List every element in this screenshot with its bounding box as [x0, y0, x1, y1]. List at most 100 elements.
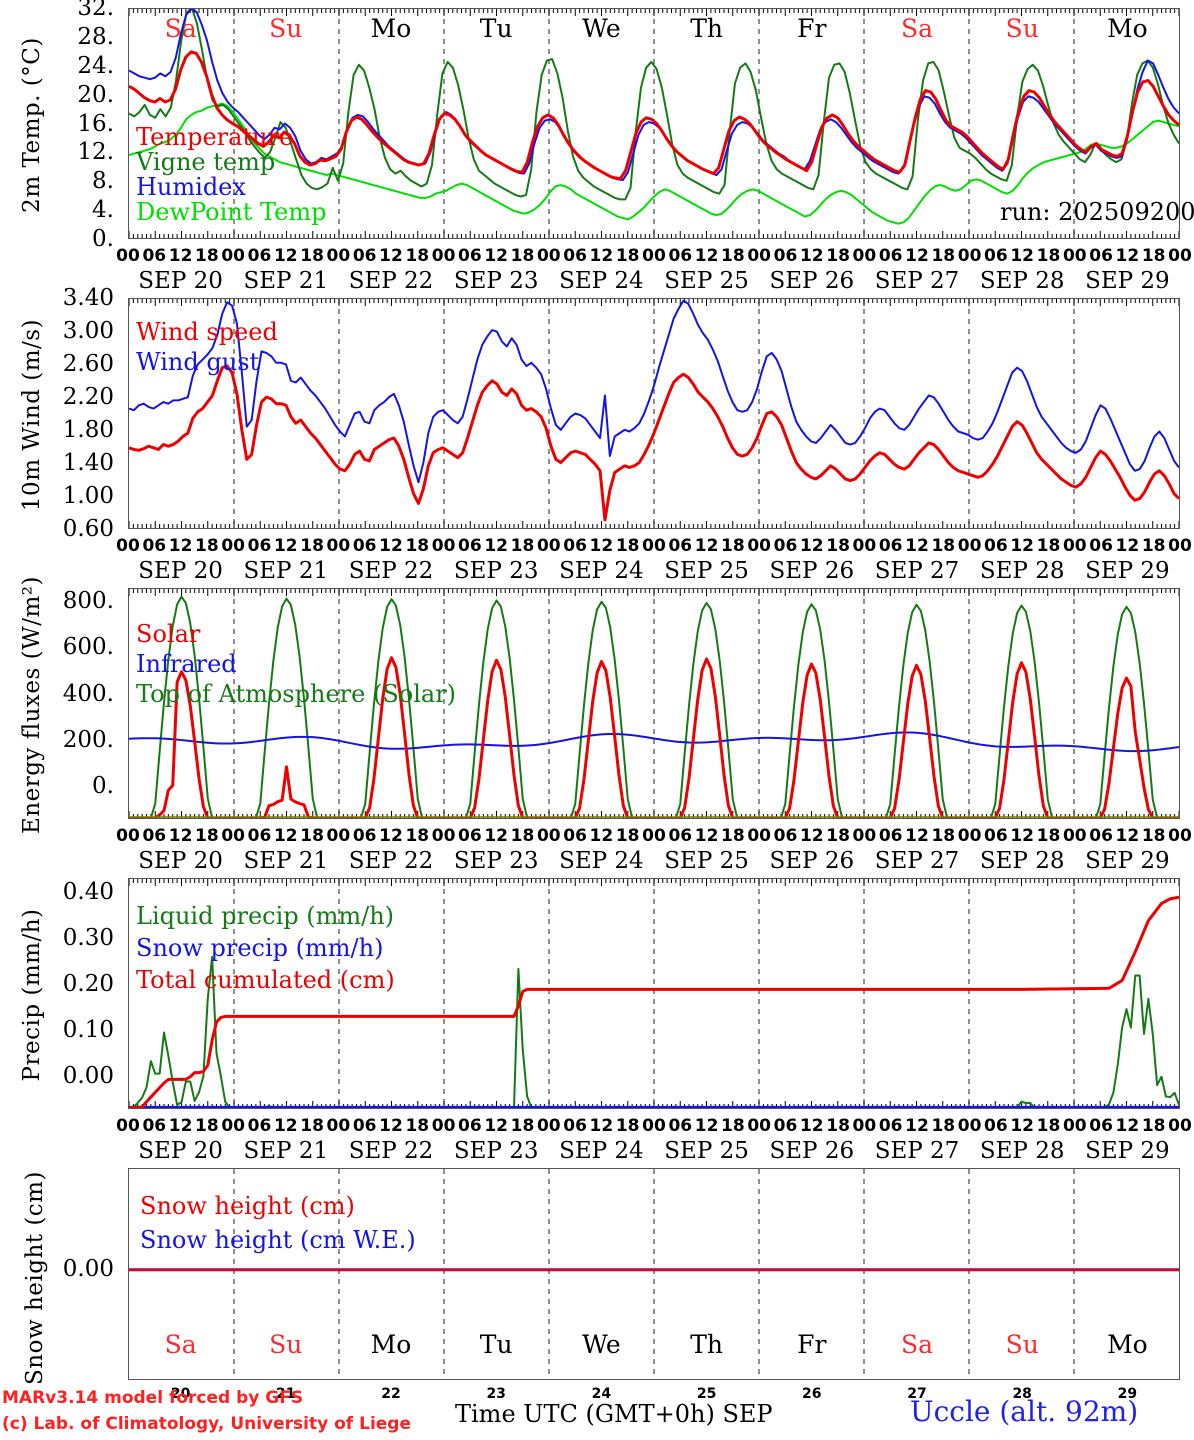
y-tick-label: 800.	[62, 588, 114, 614]
y-tick-label: 0.20	[62, 971, 114, 997]
day-of-week-label: Mo	[1107, 14, 1148, 43]
day-of-week-label: Su	[269, 14, 303, 43]
x-tick-hour: 06	[984, 826, 1008, 846]
x-date-label: SEP 26	[769, 1138, 855, 1164]
x-tick-hour: 18	[1036, 246, 1061, 266]
x-tick-hour: 12	[799, 826, 824, 846]
day-of-week-label: Sa	[900, 14, 934, 43]
y-tick-label: 2.20	[62, 384, 114, 410]
y-tick-label: 28.	[77, 23, 114, 50]
x-tick-hour: 18	[195, 1116, 219, 1136]
x-tick-hour: 18	[721, 1116, 745, 1136]
x-tick-hour: 00	[221, 536, 246, 556]
x-date-label: SEP 25	[664, 1138, 749, 1164]
y-tick-label: 200.	[62, 726, 114, 753]
x-tick-hour: 18	[300, 826, 324, 846]
x-tick-hour: 12	[694, 246, 719, 266]
x-tick-hour: 06	[668, 826, 693, 846]
legend-item: Wind speed	[136, 318, 278, 346]
x-tick-hour: 06	[984, 1116, 1008, 1136]
day-of-week-label: We	[582, 1330, 621, 1359]
day-of-week-label: Sa	[164, 1330, 197, 1359]
x-tick-hour: 12	[1115, 1116, 1140, 1136]
x-tick-hour: 06	[878, 536, 903, 556]
x-date-label: SEP 27	[874, 848, 960, 874]
x-tick-hour: 06	[1089, 536, 1113, 556]
x-tick-hour: 18	[826, 536, 850, 556]
x-tick-hour: 18	[300, 1116, 324, 1136]
legend-item: Top of Atmosphere (Solar)	[136, 680, 457, 708]
model-run-label: run: 2025092006	[1000, 198, 1194, 226]
x-tick-hour: 18	[1036, 1116, 1061, 1136]
legend-item: Vigne temp	[136, 148, 276, 176]
y-tick-label: 4.	[92, 197, 114, 224]
x-date-label: SEP 21	[243, 1138, 329, 1164]
legend-item: Snow height (cm W.E.)	[140, 1226, 416, 1254]
x-tick-hour: 06	[668, 1116, 693, 1136]
x-date-label: SEP 29	[1085, 1138, 1170, 1164]
y-tick-label: 1.00	[62, 483, 114, 509]
x-tick-hour: 18	[826, 246, 850, 266]
x-tick-hour: 12	[168, 246, 193, 266]
snow-chart-svg	[129, 1169, 1179, 1379]
day-of-week-label: Mo	[370, 14, 412, 43]
y-tick-label: 600.	[62, 634, 114, 661]
x-tick-hour: 06	[878, 246, 903, 266]
x-tick-hour: 12	[1010, 826, 1035, 846]
x-date-label: SEP 22	[348, 558, 434, 584]
x-tick-hour: 06	[773, 1116, 798, 1136]
x-tick-hour: 06	[878, 826, 903, 846]
x-tick-hour: 18	[721, 826, 745, 846]
x-day-number: 29	[1117, 1386, 1138, 1402]
x-tick-hour: 06	[1089, 826, 1113, 846]
x-tick-hour: 00	[1168, 826, 1192, 846]
x-tick-hour: 12	[273, 826, 298, 846]
legend-item: DewPoint Temp	[136, 198, 327, 226]
x-tick-hour: 18	[826, 1116, 850, 1136]
x-date-label: SEP 27	[874, 268, 960, 294]
y-tick-label: 0.	[92, 773, 114, 799]
x-tick-hour: 12	[1115, 536, 1140, 556]
x-tick-hour: 00	[536, 246, 561, 266]
x-tick-hour: 18	[931, 1116, 956, 1136]
x-day-number: 24	[591, 1386, 612, 1402]
day-of-week-label: Tu	[479, 1330, 513, 1359]
x-tick-hour: 06	[1089, 246, 1113, 266]
x-tick-hour: 18	[1036, 536, 1061, 556]
x-date-label: SEP 27	[874, 558, 960, 584]
x-tick-hour: 06	[352, 246, 377, 266]
y-tick-label: 0.30	[62, 925, 114, 951]
x-tick-hour: 06	[142, 246, 167, 266]
x-tick-hour: 12	[484, 826, 509, 846]
precip-chart-svg	[129, 879, 1179, 1108]
station-label: Uccle (alt. 92m)	[910, 1395, 1139, 1428]
temperature-y-axis-label: 2m Temp. (°C)	[19, 37, 45, 213]
x-tick-hour: 00	[536, 1116, 561, 1136]
x-tick-hour: 00	[1062, 536, 1087, 556]
x-tick-hour: 00	[116, 826, 140, 846]
x-tick-hour: 18	[300, 536, 324, 556]
x-date-label: SEP 23	[453, 1138, 539, 1164]
precip-plot-area	[128, 878, 1180, 1109]
x-tick-hour: 06	[984, 246, 1008, 266]
x-tick-hour: 06	[352, 826, 377, 846]
x-day-number: 21	[276, 1386, 296, 1402]
x-date-label: SEP 20	[138, 268, 223, 294]
day-of-week-label: Th	[690, 14, 723, 43]
x-tick-hour: 18	[826, 826, 850, 846]
x-tick-hour: 06	[142, 1116, 167, 1136]
y-tick-label: 32.	[77, 0, 114, 21]
day-of-week-label: Su	[1005, 14, 1039, 43]
x-tick-hour: 18	[1141, 826, 1166, 846]
legend-item: Humidex	[136, 173, 246, 201]
x-day-number: 23	[486, 1386, 506, 1402]
y-tick-label: 0.10	[62, 1017, 114, 1043]
day-of-week-label: Su	[269, 1330, 303, 1359]
x-tick-hour: 12	[589, 536, 614, 556]
x-tick-hour: 00	[221, 246, 246, 266]
x-tick-hour: 18	[195, 536, 219, 556]
y-tick-label: 1.40	[62, 450, 114, 476]
x-tick-hour: 18	[405, 246, 430, 266]
wind-y-axis-label: 10m Wind (m/s)	[19, 318, 45, 512]
x-tick-hour: 00	[326, 536, 351, 556]
